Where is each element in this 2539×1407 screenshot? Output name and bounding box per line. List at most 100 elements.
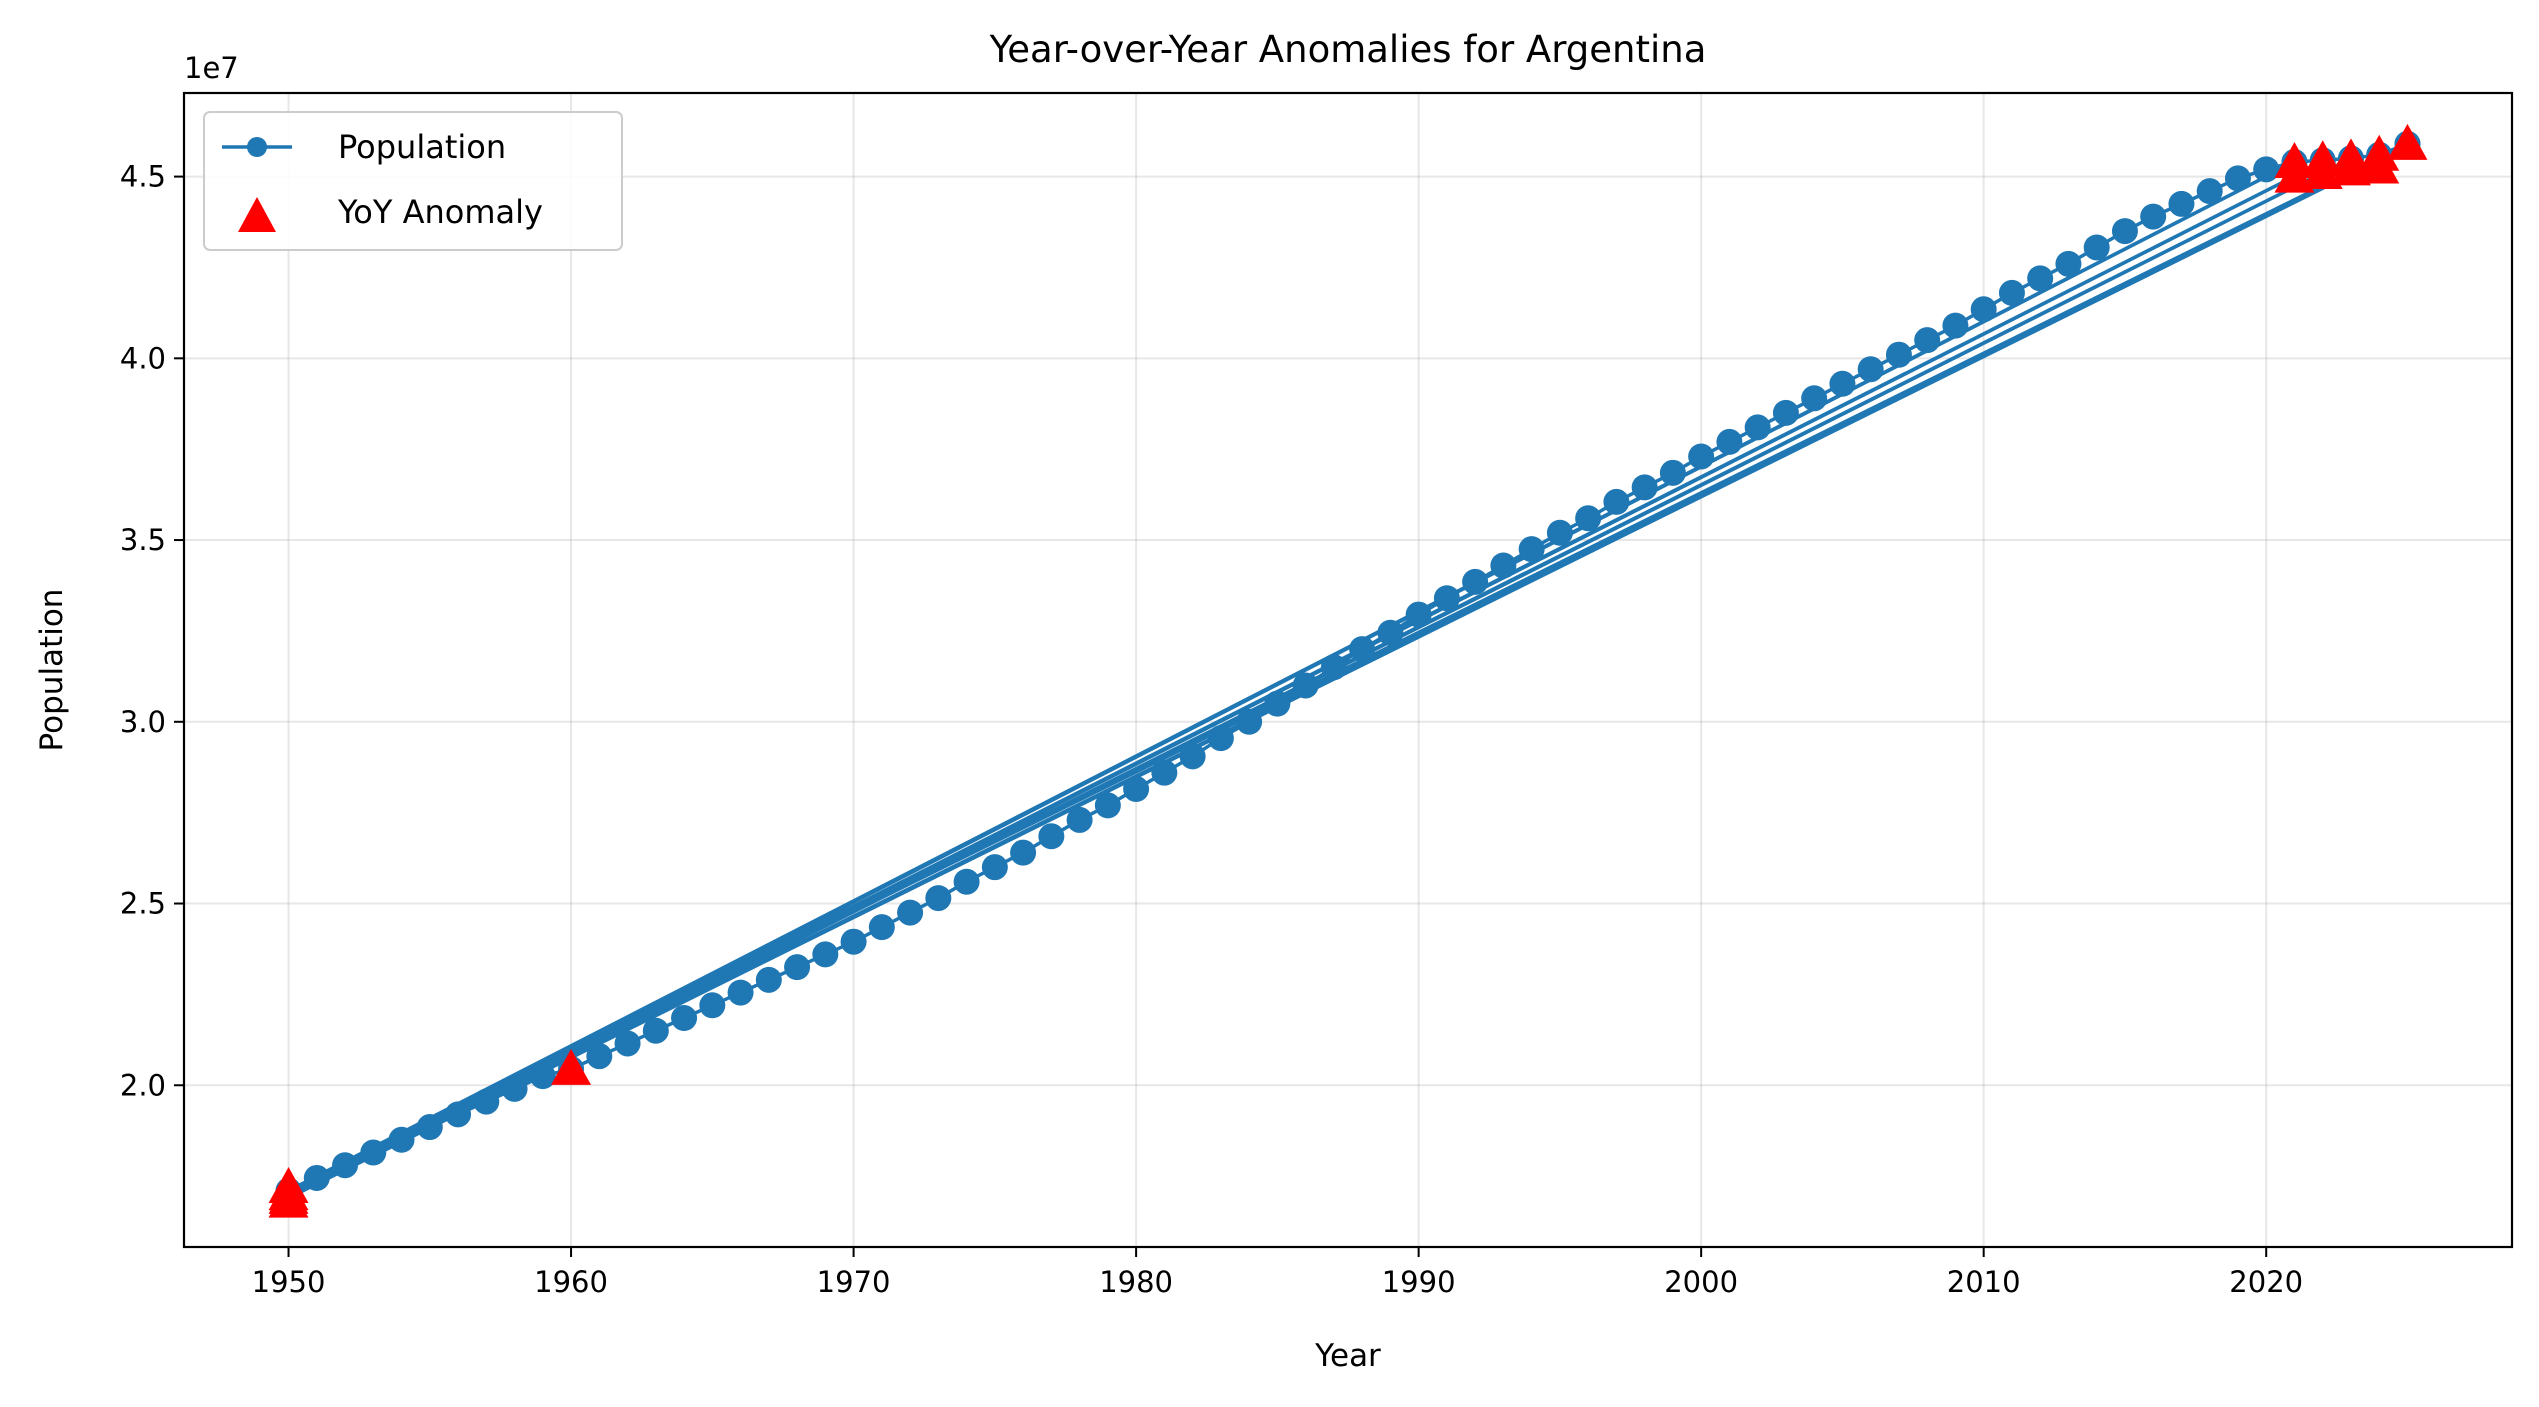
x-tick-label: 1970: [817, 1265, 891, 1299]
population-point: [2140, 203, 2167, 230]
population-point: [1603, 488, 1630, 515]
population-point: [1320, 654, 1347, 681]
population-point: [812, 941, 839, 968]
population-point: [303, 1164, 330, 1191]
population-point: [671, 1005, 698, 1032]
population-point: [360, 1139, 387, 1166]
population-point: [445, 1101, 472, 1128]
population-point: [1264, 690, 1291, 717]
population-point: [1207, 725, 1234, 752]
legend-circle-marker-icon: [247, 137, 267, 157]
population-point: [1151, 759, 1178, 786]
population-point: [981, 854, 1008, 881]
y-axis-offset-label: 1e7: [184, 51, 239, 85]
population-point: [1885, 341, 1912, 368]
population-point: [1546, 519, 1573, 546]
population-point: [1123, 776, 1150, 803]
population-point: [2168, 190, 2195, 217]
legend-box: [203, 111, 623, 251]
population-point: [2083, 234, 2110, 261]
population-point: [1857, 356, 1884, 383]
population-point: [473, 1088, 500, 1115]
x-tick-label: 1950: [252, 1265, 326, 1299]
population-point: [1094, 792, 1121, 819]
anomaly-point: [2330, 149, 2371, 186]
population-point: [388, 1126, 415, 1153]
population-point: [332, 1152, 359, 1179]
population-point: [1462, 568, 1489, 595]
y-axis-label: Population: [34, 589, 70, 752]
population-point: [1433, 585, 1460, 612]
population-point: [1801, 385, 1828, 412]
population-point: [727, 979, 754, 1006]
anomaly-point: [268, 1181, 309, 1218]
population-point: [1010, 839, 1037, 866]
legend: Population YoY Anomaly: [203, 111, 623, 251]
population-point: [925, 885, 952, 912]
x-tick-label: 1990: [1382, 1265, 1456, 1299]
population-point: [1659, 459, 1686, 486]
y-tick-label: 4.5: [120, 160, 166, 194]
population-point: [1518, 536, 1545, 563]
population-point: [1236, 708, 1263, 735]
population-point: [1377, 619, 1404, 646]
population-point: [529, 1063, 556, 1090]
population-point: [1914, 327, 1941, 354]
anomaly-point: [2359, 147, 2400, 184]
population-point: [1772, 399, 1799, 426]
population-point: [1066, 806, 1093, 833]
population-point: [1405, 601, 1432, 628]
legend-label-population: Population: [338, 128, 506, 166]
population-point: [1490, 552, 1517, 579]
population-point: [501, 1075, 528, 1102]
x-tick-label: 2000: [1664, 1265, 1738, 1299]
population-point: [1688, 443, 1715, 470]
population-point: [586, 1043, 613, 1070]
population-point: [1998, 279, 2025, 306]
grid: [184, 93, 2512, 1247]
population-point: [416, 1114, 443, 1141]
population-point: [840, 928, 867, 955]
population-point: [1716, 428, 1743, 455]
population-point: [2253, 156, 2280, 183]
population-point: [642, 1017, 669, 1044]
x-tick-label: 1960: [534, 1265, 608, 1299]
axis-ticks: 1950 1960 1970 1980 1990 2000 2010 2020 2.0 2.5 3.…: [120, 160, 2303, 1299]
population-point: [1744, 414, 1771, 441]
anomaly-point: [2387, 123, 2428, 160]
x-tick-label: 2010: [1947, 1265, 2021, 1299]
population-point: [755, 966, 782, 993]
y-tick-label: 3.5: [120, 523, 166, 557]
population-point: [868, 914, 895, 941]
population-point: [1631, 474, 1658, 501]
population-point: [2027, 265, 2054, 292]
population-point: [1292, 672, 1319, 699]
population-point: [2196, 178, 2223, 205]
population-point: [2055, 250, 2082, 277]
population-point: [699, 992, 726, 1019]
x-tick-label: 1980: [1099, 1265, 1173, 1299]
population-point: [1349, 636, 1376, 663]
legend-label-yoy-anomaly: YoY Anomaly: [337, 193, 543, 231]
x-tick-label: 2020: [2229, 1265, 2303, 1299]
y-tick-label: 2.5: [120, 887, 166, 921]
population-point: [1038, 823, 1065, 850]
population-point: [1575, 505, 1602, 532]
y-tick-label: 3.0: [120, 705, 166, 739]
population-point: [1829, 370, 1856, 397]
legend-triangle-marker-icon: [238, 197, 276, 232]
anomaly-point: [2302, 152, 2343, 189]
population-point: [1942, 312, 1969, 339]
x-axis-label: Year: [1314, 1338, 1381, 1374]
anomaly-point: [551, 1048, 592, 1085]
population-point: [614, 1030, 641, 1057]
y-tick-label: 4.0: [120, 341, 166, 375]
population-point: [897, 899, 924, 926]
plot-frame: [182, 91, 2514, 1249]
y-tick-label: 2.0: [120, 1068, 166, 1102]
plot-series: [268, 123, 2428, 1218]
population-point: [1970, 296, 1997, 323]
population-point: [1179, 743, 1206, 770]
population-point: [2111, 218, 2138, 245]
